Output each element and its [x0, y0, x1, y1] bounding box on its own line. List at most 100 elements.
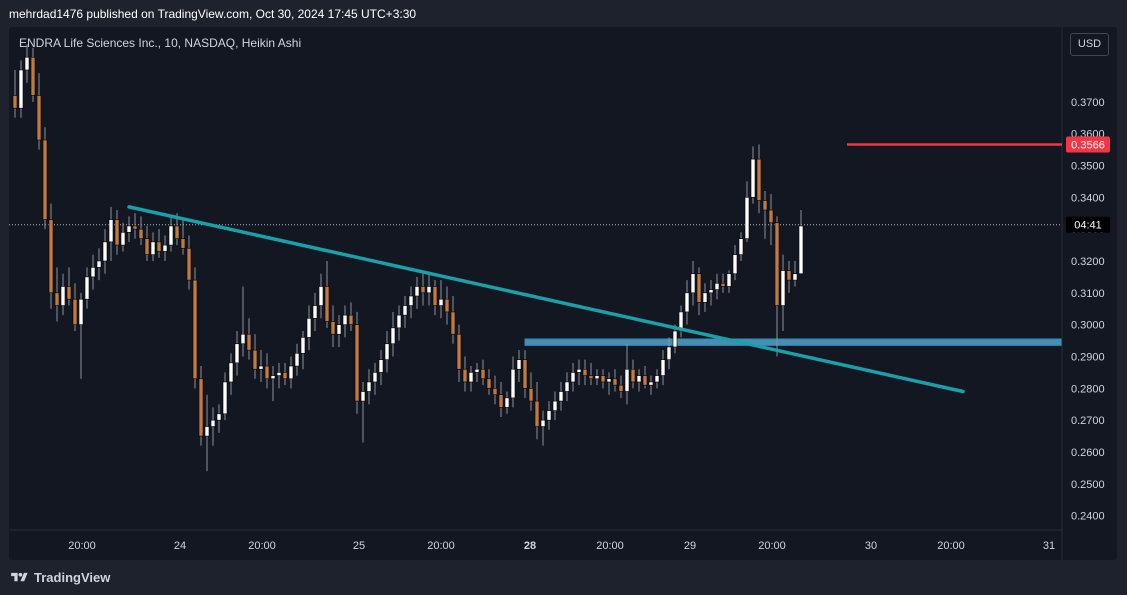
candle-body [330, 321, 336, 335]
candle-body [612, 378, 618, 386]
candle-body [42, 139, 48, 220]
y-tick-label: 0.2500 [1071, 479, 1105, 491]
y-tick-label: 0.3500 [1071, 160, 1105, 172]
x-tick-label: 24 [174, 540, 186, 552]
candle-body [204, 426, 210, 437]
candle-body [618, 384, 624, 392]
candle-body [384, 343, 390, 360]
candle-body [168, 225, 174, 246]
candle-body [300, 337, 306, 354]
candle-body [348, 314, 354, 325]
candle-body [726, 273, 732, 287]
current-price-label: 0.3566 [1071, 139, 1105, 151]
candle-body [588, 375, 594, 380]
candle-body [414, 286, 420, 297]
y-tick-label: 0.3000 [1071, 320, 1105, 332]
candle-body [432, 286, 438, 306]
candle-body [198, 378, 204, 437]
candle-body [642, 375, 648, 386]
candle-body [156, 241, 162, 252]
candle-body [606, 378, 612, 383]
candle-body [528, 388, 534, 402]
x-tick-label: 29 [684, 540, 696, 552]
footer: TradingView [9, 569, 110, 585]
candle-body [678, 311, 684, 332]
candle-body [720, 282, 726, 287]
candle-body [66, 286, 72, 300]
y-tick-label: 0.3100 [1071, 288, 1105, 300]
candle-body [522, 359, 528, 389]
candle-body [798, 225, 804, 275]
candle-body [54, 292, 60, 306]
countdown-label: 04:41 [1074, 220, 1102, 232]
candle-body [306, 317, 312, 338]
x-tick-label: 20:00 [248, 540, 276, 552]
candle-body [174, 225, 180, 240]
candle-body [48, 219, 54, 294]
candle-body [312, 305, 318, 319]
candle-body [636, 375, 642, 383]
y-tick-label: 0.2600 [1071, 447, 1105, 459]
candle-body [150, 241, 156, 255]
candle-body [36, 95, 42, 141]
candle-body [552, 400, 558, 411]
candle-body [222, 381, 228, 415]
publisher-line: mehrdad1476 published on TradingView.com… [9, 7, 417, 21]
candle-body [492, 388, 498, 395]
candle-body [594, 375, 600, 380]
candle-body [324, 286, 330, 322]
candle-body [672, 330, 678, 348]
y-tick-label: 0.2900 [1071, 351, 1105, 363]
x-tick-label: 20:00 [758, 540, 786, 552]
candle-body [558, 391, 564, 402]
price-chart[interactable]: 0.2400 0.2500 0.2600 0.2700 0.2800 0.2900 0.30… [9, 27, 1117, 560]
candle-body [732, 254, 738, 275]
candle-body [696, 273, 702, 303]
candle-body [582, 368, 588, 376]
candle-body [576, 368, 582, 373]
y-tick-label: 0.2700 [1071, 415, 1105, 427]
candle-body [630, 368, 636, 383]
candle-body [510, 368, 516, 399]
trendline [127, 205, 965, 394]
candle-body [210, 419, 216, 427]
candle-body [24, 56, 30, 71]
candle-body [768, 209, 774, 224]
candle-body [738, 238, 744, 255]
candle-body [360, 391, 366, 402]
candle-body [702, 292, 708, 303]
x-tick-label: 25 [353, 540, 365, 552]
candle-body [372, 372, 378, 383]
candle-body [186, 247, 192, 281]
candle-body [252, 349, 258, 370]
x-tick-label: 28 [524, 540, 536, 552]
currency-selector[interactable]: USD [1070, 33, 1109, 56]
candle-body [600, 375, 606, 383]
x-tick-label: 31 [1043, 540, 1055, 552]
x-tick-label: 20:00 [596, 540, 624, 552]
candle-body [450, 311, 456, 335]
candle-body [354, 324, 360, 402]
chart-frame[interactable]: 0.2400 0.2500 0.2600 0.2700 0.2800 0.2900 0.30… [9, 27, 1117, 560]
candle-body [516, 359, 522, 370]
candle-body [108, 219, 114, 243]
candle-body [390, 327, 396, 345]
chart-title: ENDRA Life Sciences Inc., 10, NASDAQ, He… [19, 36, 302, 50]
candle-body [144, 238, 150, 255]
candle-body [786, 270, 792, 281]
candle-body [498, 394, 504, 408]
candle-body [120, 232, 126, 246]
countdown-badge [1066, 216, 1110, 233]
candle-body [192, 279, 198, 380]
candle-body [126, 225, 132, 233]
candle-body [12, 95, 18, 109]
candle-body [30, 56, 36, 96]
candle-body [288, 365, 294, 380]
candle-body [624, 368, 630, 392]
candle-body [648, 381, 654, 386]
x-tick-label: 20:00 [427, 540, 455, 552]
current-price-badge [1066, 136, 1110, 153]
candle-body [408, 295, 414, 306]
candle-body [750, 158, 756, 198]
candle-body [114, 219, 120, 246]
